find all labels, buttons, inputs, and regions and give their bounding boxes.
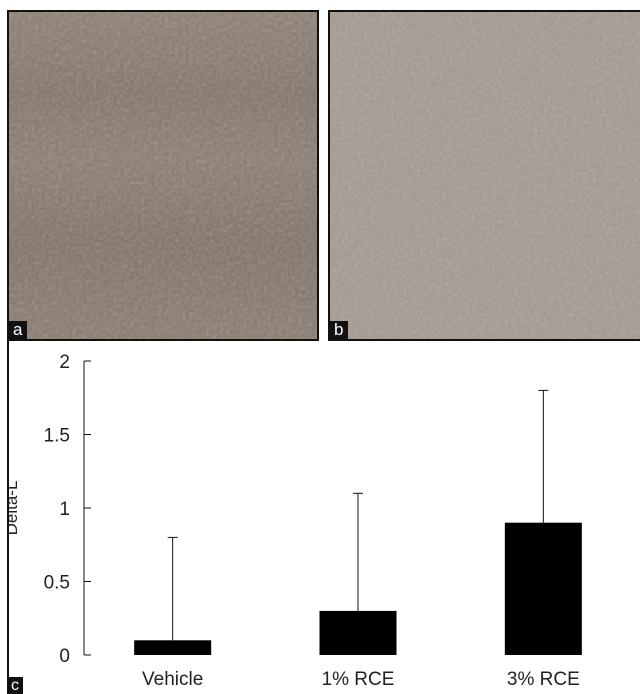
skin-photo-b: b [328, 10, 640, 341]
y-tick-label: 2 [59, 352, 70, 373]
category-label: Vehicle [142, 669, 203, 690]
panel-label-c: c [7, 677, 23, 694]
y-tick-label: 0 [59, 646, 70, 667]
y-axis-title: Delta-L [9, 481, 21, 536]
bar [504, 522, 582, 655]
y-tick-label: 0.5 [44, 573, 70, 594]
y-tick-label: 1.5 [44, 426, 70, 447]
chart-panel: 0 0.5 1 1.5 2 Vehicle 1% RCE 3% RCE Delta-L c [7, 341, 640, 694]
skin-texture-b [330, 12, 640, 339]
bar [319, 610, 397, 655]
skin-photo-a: a [7, 10, 319, 341]
skin-texture-a [9, 12, 317, 339]
bar [134, 640, 212, 655]
bars [134, 389, 582, 655]
category-label: 3% RCE [507, 669, 580, 690]
y-tick-label: 1 [59, 499, 70, 520]
y-axis: 0 0.5 1 1.5 2 [44, 352, 91, 667]
panel-label-a: a [9, 321, 28, 339]
x-axis-labels: Vehicle 1% RCE 3% RCE [142, 669, 580, 690]
bar-chart: 0 0.5 1 1.5 2 Vehicle 1% RCE 3% RCE Delta-L [9, 352, 582, 690]
panel-label-b: b [330, 321, 349, 339]
category-label: 1% RCE [322, 669, 395, 690]
